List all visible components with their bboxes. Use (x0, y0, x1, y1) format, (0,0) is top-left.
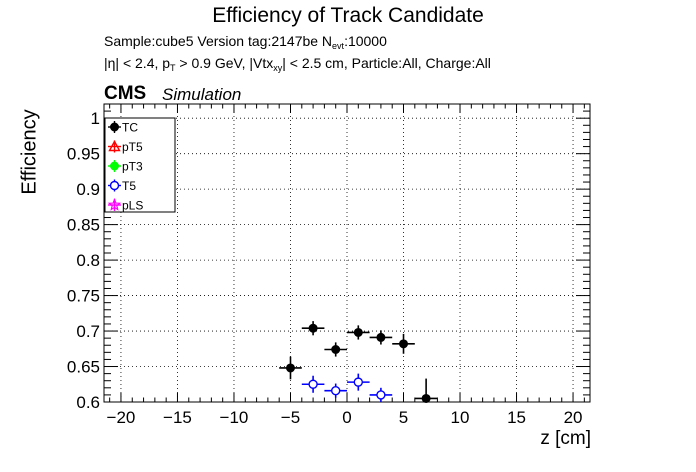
x-tick-label-4: 0 (342, 408, 351, 427)
vtx-subscript: xy (273, 63, 283, 73)
legend-marker-pT5 (108, 140, 121, 152)
legend-label-TC: TC (122, 121, 138, 135)
sample-info-text: Sample:cube5 Version tag:2147be N (104, 33, 333, 49)
legend-label-pT3: pT3 (122, 160, 143, 174)
point-TC-5 (399, 339, 409, 349)
legend-label-pLS: pLS (122, 199, 143, 213)
selection-cuts-line: |η| < 2.4, pT > 0.9 GeV, |Vtxxy| < 2.5 c… (104, 55, 491, 73)
y-tick-label-0: 0.6 (76, 393, 100, 412)
particle-charge-text: | < 2.5 cm, Particle:All, Charge:All (282, 55, 491, 71)
data-marks (279, 321, 438, 403)
y-tick-label-4: 0.8 (76, 251, 100, 270)
x-axis-label: z [cm] (540, 428, 591, 449)
point-TC-2 (331, 344, 341, 354)
y-tick-label-1: 0.65 (67, 358, 100, 377)
point-TC-4 (376, 332, 386, 342)
x-tick-label-8: 20 (564, 408, 583, 427)
point-TC-1 (308, 323, 318, 333)
legend-marker-pT3 (110, 161, 119, 171)
legend-marker-TC (110, 122, 119, 132)
legend: TC pT5 pT3 T5 pLS (104, 117, 176, 213)
x-tick-label-5: 5 (399, 408, 408, 427)
point-T5-1 (330, 385, 341, 396)
axes (103, 103, 591, 403)
nevt-value: :10000 (344, 33, 387, 49)
simulation-label: Simulation (162, 85, 242, 104)
x-tick-label-6: 10 (451, 408, 470, 427)
y-tick-label-7: 0.95 (67, 145, 100, 164)
y-tick-label-2: 0.7 (76, 322, 100, 341)
y-tick-label-3: 0.75 (67, 287, 100, 306)
y-tick-label-5: 0.85 (67, 216, 100, 235)
cms-label: CMS (104, 83, 147, 104)
vtx-text: > 0.9 GeV, |Vtx (175, 55, 274, 71)
tick-labels: −20 −15 −10 −5 0 5 10 15 20 0.6 0.65 0.7 0.75 0.8 0.85… (67, 109, 583, 427)
pt-subscript: T (170, 63, 176, 73)
point-TC-0 (285, 363, 295, 373)
x-tick-label-7: 15 (507, 408, 526, 427)
point-TC-6 (421, 393, 431, 403)
x-tick-label-0: −20 (107, 408, 136, 427)
point-T5-0 (308, 379, 318, 389)
series-TC (279, 321, 438, 403)
legend-label-T5: T5 (122, 179, 136, 193)
eta-pt-text: |η| < 2.4, p (104, 55, 171, 71)
legend-marker-pLS (107, 197, 122, 211)
legend-label-pT5: pT5 (122, 140, 143, 154)
x-tick-label-3: −5 (281, 408, 300, 427)
legend-marker-T5 (109, 180, 120, 191)
point-T5-2 (353, 377, 364, 387)
y-tick-label-8: 1 (91, 109, 100, 128)
chart-title: Efficiency of Track Candidate (212, 4, 484, 27)
nevt-subscript: evt (332, 41, 345, 51)
sample-info-line: Sample:cube5 Version tag:2147be Nevt:100… (104, 33, 387, 51)
x-tick-label-2: −10 (220, 408, 249, 427)
point-TC-3 (353, 327, 363, 337)
y-tick-label-6: 0.9 (76, 180, 100, 199)
point-T5-3 (376, 390, 386, 400)
x-tick-label-1: −15 (163, 408, 192, 427)
grid-lines (104, 104, 590, 403)
series-T5 (301, 373, 393, 402)
